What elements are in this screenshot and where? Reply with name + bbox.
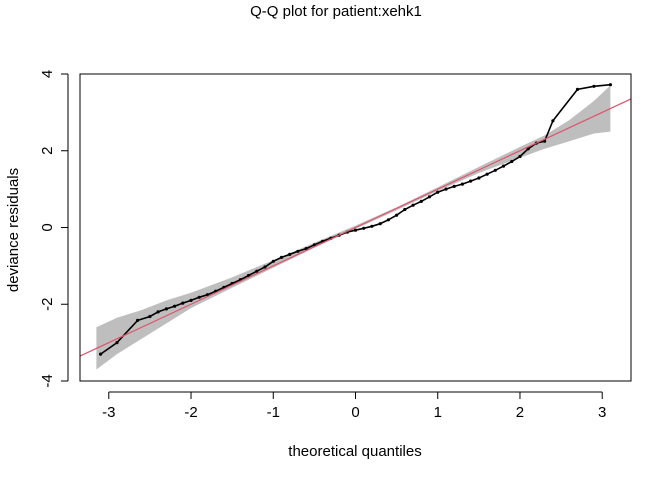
- confidence-band: [96, 85, 611, 370]
- plot-frame: [79, 73, 632, 382]
- x-tick-label: 0: [351, 404, 359, 421]
- x-tick-label: 1: [434, 404, 442, 421]
- y-tick-label: 0: [39, 223, 56, 231]
- x-tick-label: 2: [516, 404, 524, 421]
- x-tick-label: -3: [102, 404, 115, 421]
- y-axis: -4 -2 0 2 4: [39, 70, 69, 388]
- x-axis: -3 -2 -1 0 1 2 3: [102, 391, 606, 421]
- point-strip: [100, 83, 611, 355]
- y-tick-label: 2: [39, 147, 56, 155]
- y-tick-label: 4: [39, 70, 56, 78]
- y-tick-label: -4: [39, 374, 56, 387]
- x-tick-label: -1: [267, 404, 280, 421]
- confidence-band-layer: [96, 85, 611, 370]
- x-tick-label: -2: [184, 404, 197, 421]
- reference-line: [80, 98, 631, 357]
- x-axis-label: theoretical quantiles: [288, 443, 421, 460]
- y-axis-label: deviance residuals: [5, 168, 22, 292]
- y-tick-label: -2: [39, 298, 56, 311]
- chart-title: Q-Q plot for patient:xehk1: [250, 3, 422, 20]
- x-tick-label: 3: [598, 404, 606, 421]
- reference-line-layer: [80, 98, 631, 357]
